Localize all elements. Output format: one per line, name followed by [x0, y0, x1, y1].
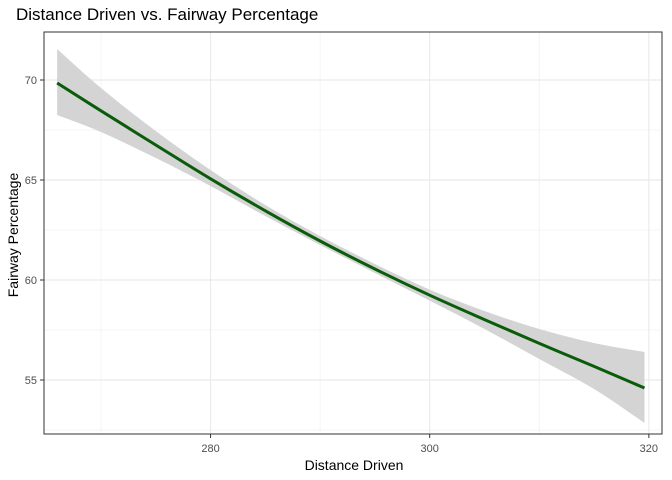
y-tick-label: 55 [25, 375, 37, 387]
trend-line-layer [56, 81, 646, 390]
chart-title: Distance Driven vs. Fairway Percentage [16, 5, 318, 24]
y-tick-label: 60 [25, 275, 37, 287]
grid [44, 32, 662, 434]
x-tick-label: 320 [640, 443, 658, 455]
x-axis-title: Distance Driven [305, 457, 404, 473]
y-axis-title: Fairway Percentage [5, 173, 21, 298]
trend-line [56, 81, 646, 390]
x-tick-label: 300 [421, 443, 439, 455]
x-tick-label: 280 [201, 443, 219, 455]
panel-border [43, 31, 663, 435]
confidence-band [57, 49, 645, 423]
y-tick-label: 70 [25, 75, 37, 87]
y-tick-label: 65 [25, 175, 37, 187]
x-axis-ticks: 280 300 320 [201, 434, 658, 455]
confidence-band-layer [57, 49, 645, 423]
y-axis-ticks: 55 60 65 70 [25, 75, 44, 387]
